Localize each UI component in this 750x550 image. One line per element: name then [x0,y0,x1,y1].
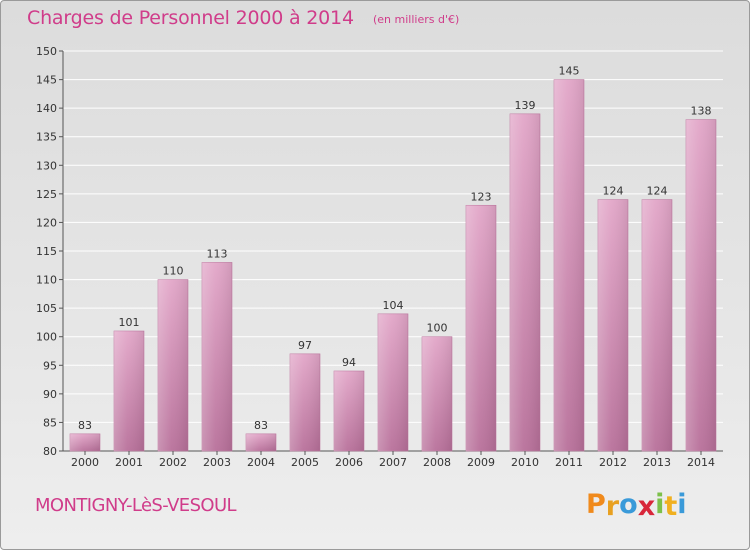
bar-shine-2006 [334,371,364,451]
data-label-2003: 113 [207,247,228,260]
y-tick-label: 85 [43,416,57,429]
proxiti-logo[interactable]: Proxiti [586,489,687,522]
x-tick-label-2002: 2002 [159,456,187,469]
y-tick-label: 115 [36,245,57,258]
logo-letter: i [655,489,665,520]
data-label-2007: 104 [383,299,404,312]
data-label-2014: 138 [691,105,712,118]
bar-shine-2001 [114,331,144,451]
data-label-2000: 83 [78,419,92,432]
x-tick-label-2000: 2000 [71,456,99,469]
data-label-2001: 101 [119,316,140,329]
data-label-2011: 145 [559,65,580,78]
logo-letter: o [619,489,638,520]
data-label-2004: 83 [254,419,268,432]
bars: 83 101 110 113 83 97 94 104 100 123 139 145 124 124 13… [69,65,717,452]
bar-shine-2000 [70,433,100,451]
logo-letter: x [637,491,656,522]
bar-shine-2010 [510,113,540,451]
logo-letter: r [605,491,620,522]
x-tick-label-2007: 2007 [379,456,407,469]
x-tick-label-2004: 2004 [247,456,275,469]
data-label-2010: 139 [515,99,536,112]
x-tick-label-2001: 2001 [115,456,143,469]
data-label-2009: 123 [471,190,492,203]
y-tick-label: 120 [36,216,57,229]
data-label-2006: 94 [342,356,356,369]
logo-letter: i [677,489,687,520]
bar-shine-2004 [246,433,276,451]
bar-shine-2012 [598,199,628,451]
x-tick-label-2009: 2009 [467,456,495,469]
logo-letter: t [664,491,678,522]
y-tick-label: 125 [36,188,57,201]
data-label-2012: 124 [603,185,624,198]
x-tick-label-2008: 2008 [423,456,451,469]
y-tick-label: 145 [36,74,57,87]
y-tick-label: 90 [43,388,57,401]
y-tick-label: 130 [36,159,57,172]
bar-shine-2014 [686,119,716,452]
bar-shine-2013 [642,199,672,451]
x-tick-label-2013: 2013 [643,456,671,469]
data-label-2002: 110 [163,265,184,278]
data-label-2008: 100 [427,322,448,335]
commune-name: MONTIGNY-LèS-VESOUL [35,495,237,516]
x-tick-label-2010: 2010 [511,456,539,469]
data-label-2005: 97 [298,339,312,352]
y-tick-label: 95 [43,359,57,372]
y-tick-label: 105 [36,302,57,315]
bar-shine-2009 [466,205,496,451]
y-tick-label: 135 [36,131,57,144]
bar-shine-2011 [554,79,584,452]
bar-shine-2003 [202,262,232,451]
chart-title: Charges de Personnel 2000 à 2014 [27,7,354,29]
y-tick-label: 150 [36,45,57,58]
x-tick-label-2014: 2014 [687,456,715,469]
y-tick-label: 110 [36,274,57,287]
y-tick-label: 140 [36,102,57,115]
x-tick-label-2011: 2011 [555,456,583,469]
y-tick-label: 100 [36,331,57,344]
bar-shine-2008 [422,336,452,451]
x-tick-label-2006: 2006 [335,456,363,469]
x-tick-label-2005: 2005 [291,456,319,469]
bar-shine-2005 [290,353,320,451]
bar-shine-2007 [378,313,408,451]
x-tick-label-2012: 2012 [599,456,627,469]
x-tick-label-2003: 2003 [203,456,231,469]
data-label-2013: 124 [647,185,668,198]
y-tick-label: 80 [43,445,57,458]
bar-shine-2002 [158,279,188,451]
x-axis: 2000 2001 2002 2003 2004 2005 2006 2007 2008 2009… [71,451,715,469]
logo-letter: P [586,489,606,520]
chart-subtitle: (en milliers d'€) [373,13,460,26]
